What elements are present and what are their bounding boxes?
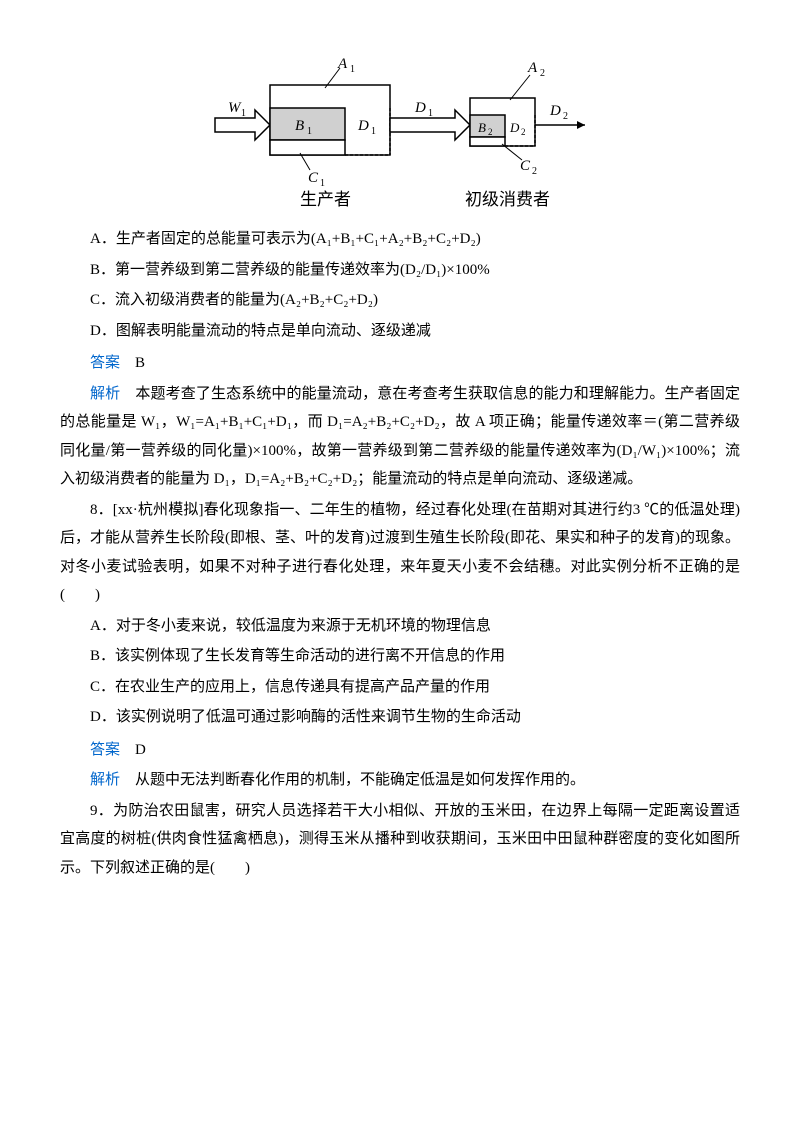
svg-text:B: B (295, 118, 304, 134)
producer-label: 生产者 (300, 190, 351, 209)
svg-text:2: 2 (521, 127, 526, 137)
svg-text:C: C (520, 158, 531, 174)
explain-label: 解析 (90, 386, 120, 402)
q8-option-b: B．该实例体现了生长发育等生命活动的进行离不开信息的作用 (60, 642, 740, 671)
svg-text:1: 1 (320, 178, 325, 189)
q7-option-b: B．第一营养级到第二营养级的能量传递效率为(D₂/D₁)×100% (60, 256, 740, 285)
q8-option-c: C．在农业生产的应用上，信息传递具有提高产品产量的作用 (60, 673, 740, 702)
svg-text:D: D (549, 103, 561, 119)
svg-text:1: 1 (350, 64, 355, 75)
q7-answer-value: B (135, 355, 145, 371)
q8-answer: 答案 D (60, 736, 740, 765)
q7-explain-text: 本题考查了生态系统中的能量流动，意在考查考生获取信息的能力和理解能力。生产者固定… (60, 386, 740, 488)
svg-text:D: D (357, 118, 369, 134)
svg-text:A: A (337, 56, 348, 72)
answer-label-8: 答案 (90, 742, 120, 758)
svg-text:1: 1 (371, 126, 376, 137)
q8-answer-value: D (135, 742, 146, 758)
svg-text:1: 1 (428, 108, 433, 119)
q8-stem: 8．[xx·杭州模拟]春化现象指一、二年生的植物，经过春化处理(在苗期对其进行约… (60, 496, 740, 610)
explain-label-8: 解析 (90, 772, 120, 788)
svg-text:W: W (228, 100, 242, 116)
svg-text:D: D (509, 120, 520, 135)
q7-option-a: A．生产者固定的总能量可表示为(A₁+B₁+C₁+A₂+B₂+C₂+D₂) (60, 225, 740, 254)
q7-option-c: C．流入初级消费者的能量为(A₂+B₂+C₂+D₂) (60, 286, 740, 315)
svg-text:C: C (308, 170, 319, 186)
svg-text:B: B (478, 120, 486, 135)
q8-option-a: A．对于冬小麦来说，较低温度为来源于无机环境的物理信息 (60, 612, 740, 641)
q8-explain-text: 从题中无法判断春化作用的机制，不能确定低温是如何发挥作用的。 (135, 772, 585, 788)
svg-text:2: 2 (563, 111, 568, 122)
svg-text:2: 2 (540, 68, 545, 79)
svg-text:A: A (527, 60, 538, 76)
svg-text:1: 1 (307, 126, 312, 137)
q8-option-d: D．该实例说明了低温可通过影响酶的活性来调节生物的生命活动 (60, 703, 740, 732)
svg-text:1: 1 (241, 108, 246, 119)
q7-answer: 答案 B (60, 349, 740, 378)
q7-option-d: D．图解表明能量流动的特点是单向流动、逐级递减 (60, 317, 740, 346)
q8-explanation: 解析 从题中无法判断春化作用的机制，不能确定低温是如何发挥作用的。 (60, 766, 740, 795)
svg-text:2: 2 (488, 127, 493, 137)
energy-flow-diagram: W 1 A 1 B 1 D 1 C 1 生产者 D 1 (60, 40, 740, 210)
q7-explanation: 解析 本题考查了生态系统中的能量流动，意在考查考生获取信息的能力和理解能力。生产… (60, 380, 740, 494)
svg-text:2: 2 (532, 166, 537, 177)
consumer-label: 初级消费者 (465, 190, 550, 209)
q9-stem: 9．为防治农田鼠害，研究人员选择若干大小相似、开放的玉米田，在边界上每隔一定距离… (60, 797, 740, 883)
answer-label: 答案 (90, 355, 120, 371)
svg-text:D: D (414, 100, 426, 116)
